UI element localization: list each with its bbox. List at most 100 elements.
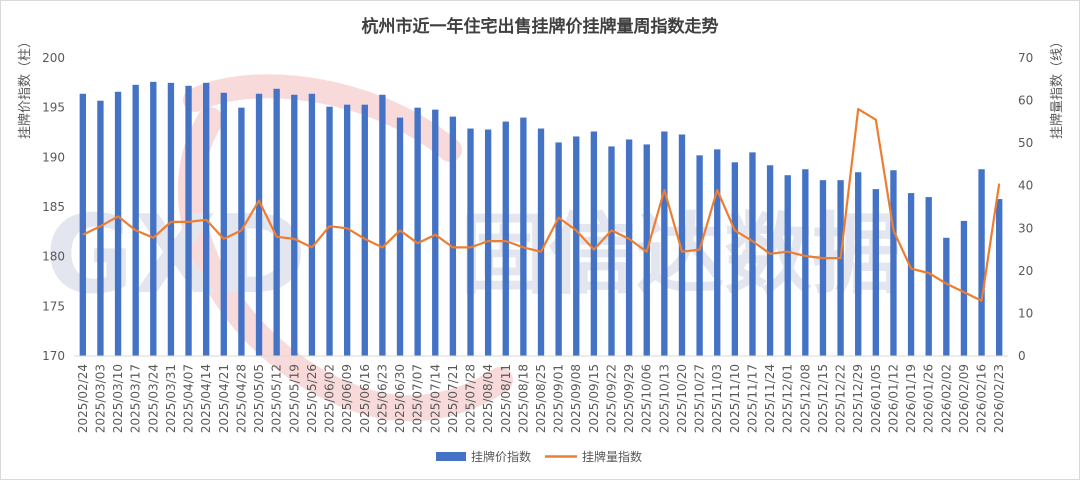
y2-tick-label: 10: [1018, 306, 1033, 320]
bar: [766, 165, 774, 356]
x-tick-label: 2025/12/22: [834, 364, 848, 433]
x-tick-label: 2025/04/14: [199, 364, 213, 433]
bar: [678, 134, 686, 356]
x-tick-label: 2025/05/26: [305, 364, 319, 433]
bar: [132, 84, 139, 356]
bar: [731, 162, 739, 356]
bar: [79, 93, 86, 356]
x-tick-label: 2026/02/02: [939, 364, 953, 433]
y-tick-label: 200: [42, 51, 65, 65]
legend-bar-label: 挂牌价指数: [471, 449, 531, 464]
x-tick-label: 2025/08/25: [534, 364, 548, 433]
bar: [802, 169, 809, 356]
x-tick-label: 2025/08/18: [516, 364, 530, 433]
y-axis-left: 170 175 180 185 190 195 200: [42, 51, 65, 363]
x-tick-label: 2025/03/03: [93, 364, 107, 433]
x-tick-label: 2025/11/17: [746, 364, 760, 433]
x-tick-label: 2025/03/31: [164, 364, 178, 433]
y2-tick-label: 30: [1018, 221, 1033, 235]
bar: [467, 128, 474, 356]
x-tick-label: 2025/12/01: [781, 364, 795, 433]
x-tick-label: 2025/08/04: [481, 364, 495, 433]
x-tick-label: 2025/11/10: [728, 364, 742, 433]
bar: [819, 180, 827, 356]
y2-tick-label: 20: [1018, 264, 1033, 278]
watermark-latin: GXD: [45, 193, 307, 318]
x-tick-label: 2025/10/06: [640, 364, 654, 433]
bar: [273, 88, 280, 356]
bar: [837, 180, 844, 356]
x-tick-label: 2025/12/15: [816, 364, 830, 433]
bar: [414, 107, 421, 357]
x-tick-label: 2026/02/09: [957, 364, 971, 433]
bar: [625, 139, 633, 356]
bar: [555, 142, 562, 356]
bar: [890, 170, 897, 356]
legend-line-label: 挂牌量指数: [582, 449, 642, 464]
x-tick-label: 2025/10/20: [675, 364, 689, 433]
x-tick-label: 2025/05/19: [287, 364, 301, 433]
line-series: [82, 107, 1001, 302]
bar: [502, 121, 509, 356]
bar: [978, 169, 985, 356]
x-tick-label: 2025/03/17: [129, 364, 143, 433]
bar: [326, 106, 333, 356]
y-axis-right: 0 10 20 30 40 50 60 70: [1018, 51, 1033, 363]
bar: [696, 155, 703, 356]
bar: [396, 117, 404, 356]
x-tick-label: 2025/10/13: [657, 364, 671, 433]
y2-tick-label: 0: [1018, 349, 1026, 363]
bar: [749, 152, 756, 356]
x-tick-label: 2025/04/28: [234, 364, 248, 433]
x-tick-label: 2025/02/24: [76, 364, 90, 433]
bar: [714, 149, 721, 356]
bar: [308, 93, 316, 356]
bar: [343, 104, 351, 356]
x-tick-label: 2025/03/10: [111, 364, 125, 433]
bar: [661, 131, 668, 356]
x-tick-label: 2025/03/24: [146, 364, 160, 433]
x-tick-label: 2025/06/16: [358, 364, 372, 433]
legend: 挂牌价指数 挂牌量指数: [436, 449, 642, 464]
x-tick-label: 2025/04/21: [217, 364, 231, 433]
x-tick-label: 2025/07/21: [446, 364, 460, 433]
bar: [590, 131, 598, 356]
x-tick-label: 2025/11/03: [710, 364, 724, 433]
bar: [255, 93, 263, 356]
y-tick-label: 175: [42, 299, 65, 313]
legend-bar-swatch: [436, 452, 466, 461]
x-tick-label: 2025/05/12: [270, 364, 284, 433]
bar: [238, 107, 245, 357]
x-tick-label: 2025/07/28: [464, 364, 478, 433]
x-tick-label: 2025/08/11: [499, 364, 513, 433]
y2-tick-label: 40: [1018, 179, 1033, 193]
x-tick-label: 2025/09/08: [569, 364, 583, 433]
x-tick-label: 2025/09/22: [605, 364, 619, 433]
chart-title: 杭州市近一年住宅出售挂牌价挂牌量周指数走势: [362, 16, 719, 37]
x-tick-label: 2026/01/26: [922, 364, 936, 433]
y2-axis-title: 挂牌量指数（线）: [1049, 35, 1065, 139]
x-tick-label: 2025/10/27: [693, 364, 707, 433]
bar: [97, 100, 104, 356]
x-tick-label: 2025/05/05: [252, 364, 266, 433]
bar: [996, 199, 1003, 356]
x-tick-label: 2026/01/05: [869, 364, 883, 433]
y-tick-label: 180: [42, 250, 65, 264]
x-tick-label: 2025/12/08: [798, 364, 812, 433]
y2-tick-label: 50: [1018, 136, 1033, 150]
x-tick-label: 2025/06/30: [393, 364, 407, 433]
y-tick-label: 185: [42, 200, 65, 214]
bar: [855, 172, 862, 356]
y2-tick-label: 60: [1018, 94, 1033, 108]
bar: [449, 116, 457, 357]
y2-tick-label: 70: [1018, 51, 1033, 65]
y-axis-title: 挂牌价指数（柱）: [17, 35, 33, 139]
y-tick-label: 190: [42, 150, 65, 164]
bar: [150, 81, 157, 356]
x-tick-label: 2025/06/02: [323, 364, 337, 433]
bar: [484, 129, 492, 356]
bar: [960, 220, 968, 356]
bar: [943, 237, 950, 356]
x-tick-label: 2026/02/23: [992, 364, 1006, 433]
bar: [608, 146, 615, 356]
